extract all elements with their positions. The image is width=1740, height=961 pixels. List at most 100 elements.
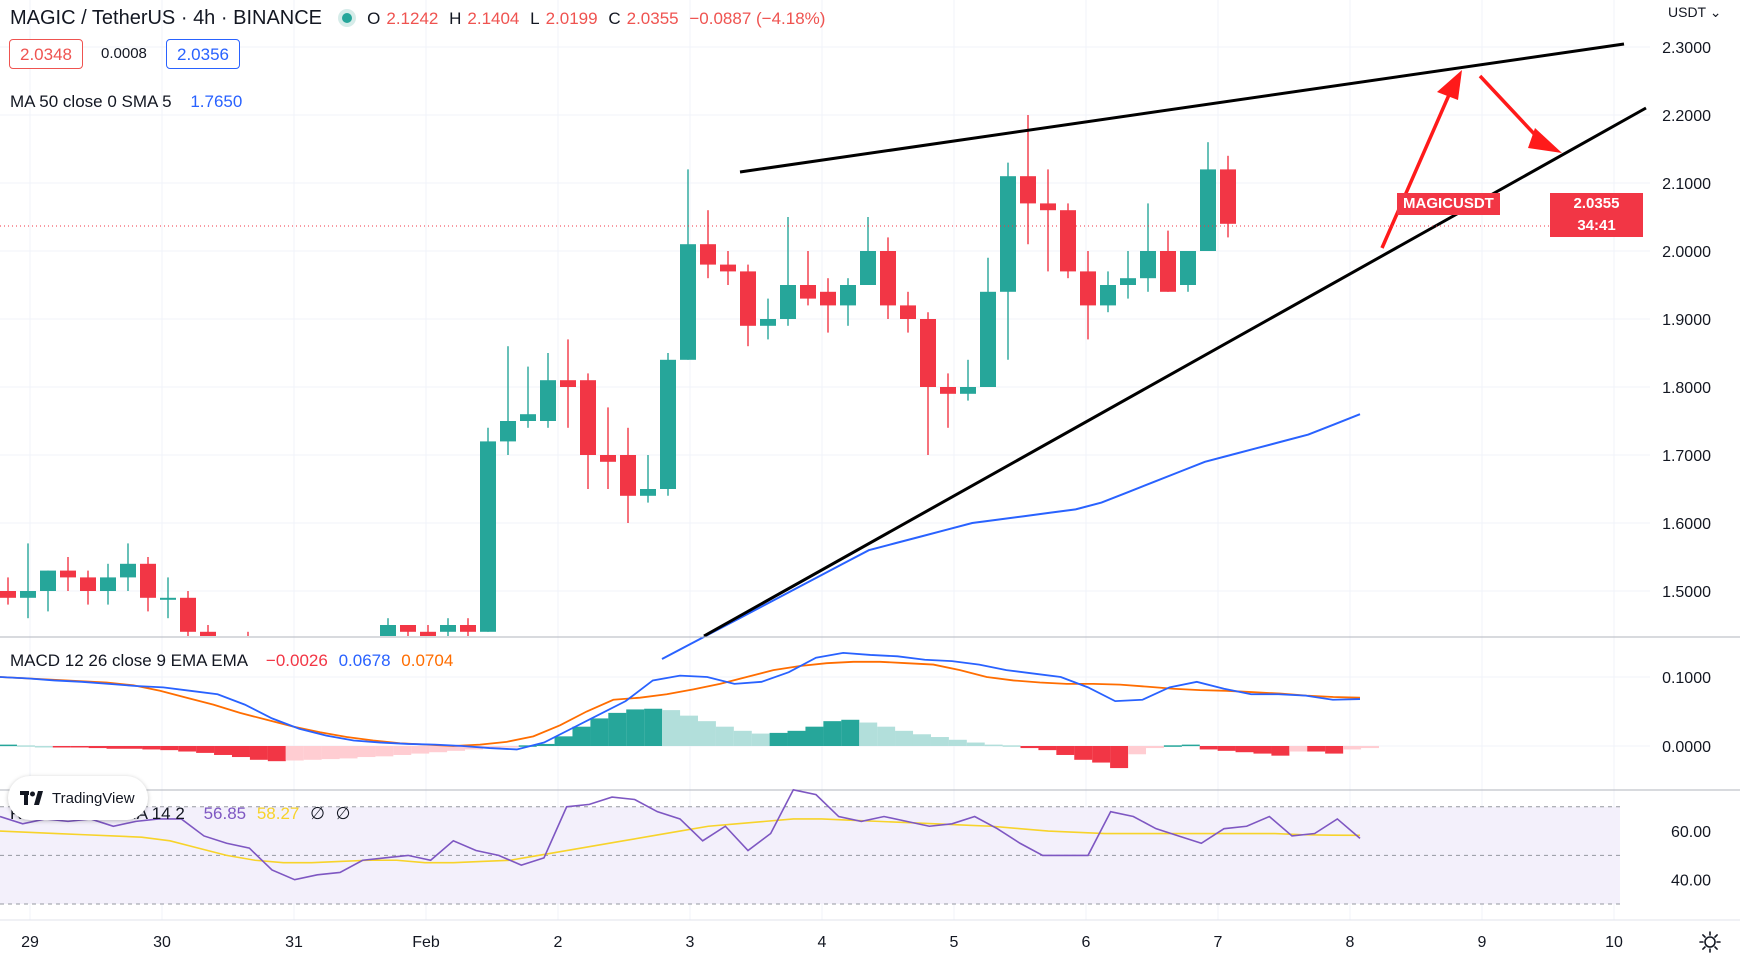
tradingview-logo[interactable]: TradingView bbox=[8, 776, 148, 820]
upper-trendline[interactable] bbox=[739, 42, 1625, 174]
arrow-down[interactable] bbox=[1478, 74, 1562, 153]
time-tick-label: 30 bbox=[153, 934, 171, 951]
macd-histogram-bar bbox=[1181, 744, 1200, 747]
candle-body bbox=[880, 251, 896, 306]
arrow-up[interactable] bbox=[1380, 70, 1462, 249]
currency-selector[interactable]: USDT ⌄ bbox=[1668, 4, 1722, 20]
candle-body bbox=[960, 387, 976, 394]
price-tick-label: 2.1000 bbox=[1662, 176, 1711, 193]
macd-histogram-bar bbox=[160, 746, 179, 751]
rsi-pane bbox=[0, 788, 1620, 905]
candle-body bbox=[760, 319, 776, 326]
spread-value: 0.0008 bbox=[101, 45, 147, 62]
macd-legend[interactable]: MACD 12 26 close 9 EMA EMA −0.0026 0.067… bbox=[10, 651, 453, 671]
candle-body bbox=[1000, 176, 1016, 292]
macd-tick-label: 0.0000 bbox=[1662, 739, 1711, 756]
candle-body bbox=[840, 285, 856, 306]
candlestick-series[interactable] bbox=[0, 115, 1236, 673]
rsi-tick-label: 40.00 bbox=[1671, 873, 1711, 890]
buy-price-button[interactable]: 2.0356 bbox=[166, 39, 240, 69]
macd-label: MACD 12 26 close 9 EMA EMA bbox=[10, 651, 248, 670]
candle-body bbox=[500, 421, 516, 442]
ma-label: MA 50 close 0 SMA 5 bbox=[10, 92, 172, 111]
current-price-label: 2.0355 bbox=[1573, 195, 1620, 212]
sell-price-button[interactable]: 2.0348 bbox=[9, 39, 83, 69]
current-symbol-tag: MAGICUSDT bbox=[1397, 193, 1500, 215]
macd-histogram-bar bbox=[536, 743, 555, 746]
candle-body bbox=[440, 625, 456, 632]
macd-histogram-bar bbox=[429, 746, 448, 753]
ma-legend[interactable]: MA 50 close 0 SMA 5 1.7650 bbox=[10, 92, 242, 112]
tradingview-logo-text: TradingView bbox=[52, 789, 135, 807]
price-tick-label: 2.3000 bbox=[1662, 40, 1711, 57]
macd-histogram-bar bbox=[1110, 746, 1129, 769]
macd-histogram-bar bbox=[877, 726, 896, 746]
macd-histogram-bar bbox=[572, 726, 591, 746]
macd-histogram-bar bbox=[733, 730, 752, 746]
symbol-separator: / bbox=[81, 7, 87, 29]
macd-histogram-bar bbox=[196, 746, 215, 753]
bar-countdown: 34:41 bbox=[1577, 217, 1616, 234]
change-value: −0.0887 (−4.18%) bbox=[689, 9, 826, 28]
macd-histogram-bar bbox=[590, 718, 609, 746]
price-tick-label: 1.6000 bbox=[1662, 516, 1711, 533]
rsi-tick-label: 60.00 bbox=[1671, 824, 1711, 841]
macd-histogram-bar bbox=[948, 739, 967, 746]
grid-lines bbox=[0, 0, 1740, 921]
macd-histogram-bar bbox=[1253, 746, 1272, 754]
rsi-empty-1: ∅ bbox=[310, 804, 325, 823]
candle-body bbox=[820, 291, 836, 306]
macd-histogram-bar bbox=[393, 746, 412, 755]
price-tick-label: 1.7000 bbox=[1662, 448, 1711, 465]
macd-histogram-bar bbox=[52, 746, 71, 748]
candle-body bbox=[640, 489, 656, 496]
macd-histogram-bar bbox=[0, 744, 17, 747]
candle-body bbox=[580, 380, 596, 455]
quote-name: TetherUS bbox=[91, 7, 176, 29]
tradingview-logo-icon bbox=[20, 791, 43, 805]
price-tick-label: 1.8000 bbox=[1662, 380, 1711, 397]
open-value: 2.1242 bbox=[386, 9, 439, 28]
time-tick-label: 5 bbox=[950, 934, 959, 951]
candle-body bbox=[420, 631, 436, 636]
macd-histogram-bar bbox=[662, 710, 681, 746]
candle-body bbox=[60, 570, 76, 578]
time-tick-label: Feb bbox=[412, 934, 440, 951]
settings-gear-icon[interactable] bbox=[1698, 930, 1722, 954]
macd-histogram-bar bbox=[249, 746, 268, 760]
macd-signal-value: 0.0704 bbox=[401, 651, 454, 670]
ma50-line bbox=[661, 413, 1361, 660]
candle-body bbox=[120, 563, 136, 578]
macd-histogram-bar bbox=[231, 746, 250, 758]
candle-body bbox=[620, 455, 636, 496]
candle-body bbox=[1040, 203, 1056, 211]
symbol-legend[interactable]: MAGIC / TetherUS · 4h · BINANCE O 2.1242 … bbox=[10, 7, 831, 30]
macd-histogram-bar bbox=[805, 726, 824, 746]
macd-histogram-bar bbox=[1217, 746, 1236, 751]
time-tick-label: 4 bbox=[818, 934, 827, 951]
drawings-layer[interactable] bbox=[703, 42, 1647, 638]
market-status-icon[interactable] bbox=[341, 13, 352, 23]
candle-body bbox=[860, 251, 876, 285]
macd-tick-label: 0.1000 bbox=[1662, 670, 1711, 687]
macd-pane bbox=[0, 651, 1650, 769]
candle-body bbox=[700, 244, 716, 265]
candle-body bbox=[1220, 169, 1236, 224]
macd-histogram-bar bbox=[1163, 745, 1182, 747]
macd-histogram-bar bbox=[697, 721, 716, 746]
candle-body bbox=[600, 455, 616, 462]
price-tick-label: 1.5000 bbox=[1662, 584, 1711, 601]
candle-body bbox=[680, 244, 696, 360]
rsi-sma-value: 58.27 bbox=[256, 804, 300, 823]
candle-body bbox=[380, 625, 396, 636]
macd-histogram-bar bbox=[1056, 746, 1075, 755]
candle-body bbox=[1140, 251, 1156, 279]
candle-body bbox=[560, 380, 576, 387]
candle-body bbox=[160, 597, 176, 600]
candle-body bbox=[180, 597, 196, 632]
lower-trendline[interactable] bbox=[703, 106, 1647, 638]
macd-histogram-bar bbox=[500, 746, 519, 748]
candle-body bbox=[1200, 169, 1216, 251]
